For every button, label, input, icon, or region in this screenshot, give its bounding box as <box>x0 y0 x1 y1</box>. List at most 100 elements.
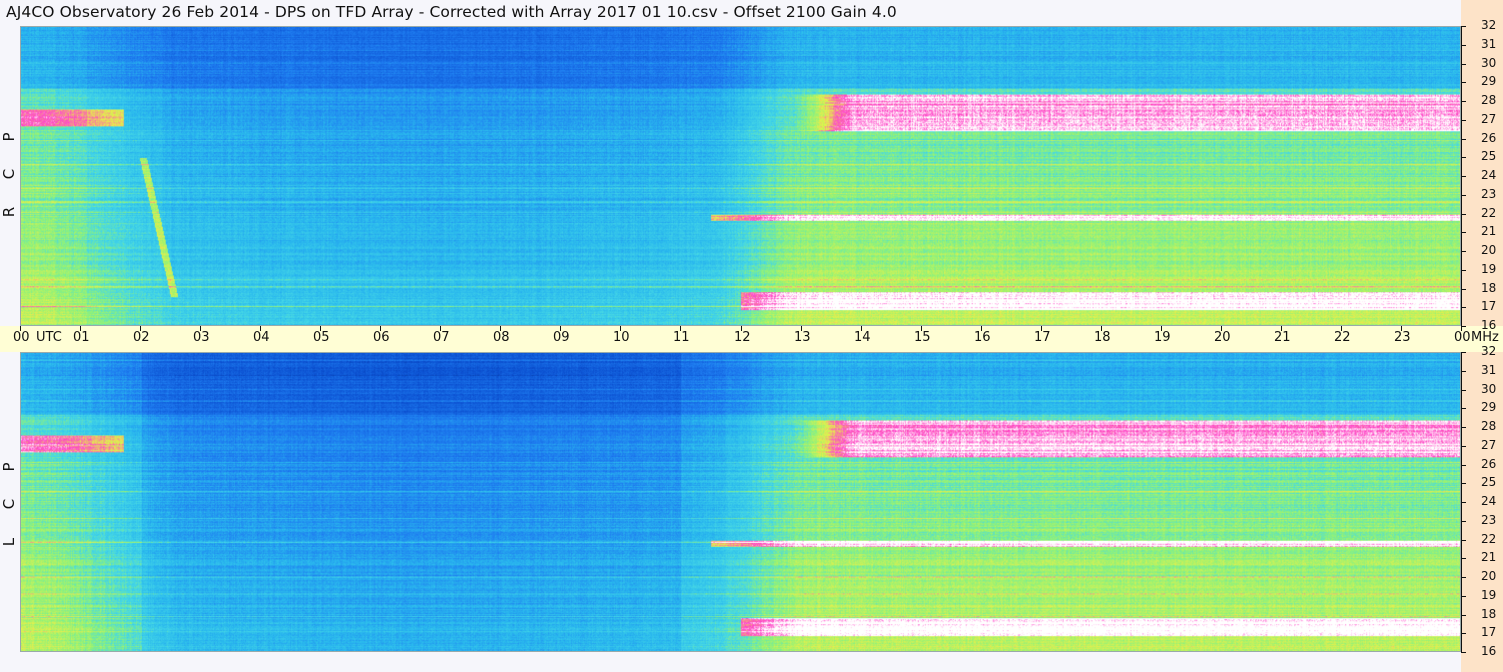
utc-tick <box>80 326 81 331</box>
mhz-tick-label: 16 <box>1481 644 1497 658</box>
utc-tick <box>380 326 381 331</box>
utc-tick-label: 00 <box>1454 330 1471 345</box>
utc-tick-label: 20 <box>1214 330 1231 345</box>
mhz-unit-label: MHz <box>1471 330 1499 345</box>
mhz-tick-label: 23 <box>1481 187 1497 201</box>
mhz-tick-label: 29 <box>1481 400 1497 414</box>
utc-tick-label: 22 <box>1334 330 1351 345</box>
utc-tick-label: 13 <box>794 330 811 345</box>
mhz-tick <box>1461 195 1466 196</box>
mhz-tick <box>1461 633 1466 634</box>
mhz-tick <box>1461 352 1466 353</box>
mhz-tick-label: 21 <box>1481 550 1497 564</box>
utc-tick <box>1401 326 1402 331</box>
mhz-tick-label: 25 <box>1481 475 1497 489</box>
mhz-tick <box>1461 596 1466 597</box>
mhz-tick-label: 21 <box>1481 224 1497 238</box>
utc-tick-label: 14 <box>854 330 871 345</box>
utc-tick-label: 04 <box>253 330 270 345</box>
mhz-tick <box>1461 251 1466 252</box>
utc-tick-label: 21 <box>1274 330 1291 345</box>
utc-tick-label: 06 <box>373 330 390 345</box>
utc-tick <box>20 326 21 331</box>
mhz-tick <box>1461 101 1466 102</box>
mhz-tick <box>1461 232 1466 233</box>
mhz-tick <box>1461 371 1466 372</box>
utc-tick-label: 12 <box>734 330 751 345</box>
utc-tick <box>560 326 561 331</box>
utc-tick <box>260 326 261 331</box>
utc-tick-label: 17 <box>1034 330 1051 345</box>
panel-label-letter: L <box>0 537 18 547</box>
utc-tick-label: 10 <box>613 330 630 345</box>
mhz-tick-label: 30 <box>1481 56 1497 70</box>
utc-tick <box>440 326 441 331</box>
utc-tick-label: 02 <box>133 330 150 345</box>
mhz-tick <box>1461 408 1466 409</box>
mhz-tick <box>1461 307 1466 308</box>
mhz-tick <box>1461 45 1466 46</box>
mhz-tick <box>1461 64 1466 65</box>
mhz-tick <box>1461 502 1466 503</box>
utc-tick <box>801 326 802 331</box>
mhz-tick-label: 32 <box>1481 18 1497 32</box>
mhz-tick <box>1461 214 1466 215</box>
mhz-tick-label: 29 <box>1481 74 1497 88</box>
utc-tick-label: 11 <box>673 330 690 345</box>
mhz-tick <box>1461 577 1466 578</box>
utc-tick <box>861 326 862 331</box>
mhz-tick <box>1461 390 1466 391</box>
utc-tick-label: 05 <box>313 330 330 345</box>
utc-tick <box>1461 326 1462 331</box>
mhz-tick-label: 17 <box>1481 299 1497 313</box>
utc-tick <box>1041 326 1042 331</box>
mhz-tick <box>1461 120 1466 121</box>
mhz-tick-label: 32 <box>1481 344 1497 358</box>
utc-tick-label: 18 <box>1094 330 1111 345</box>
mhz-tick <box>1461 289 1466 290</box>
utc-tick <box>1221 326 1222 331</box>
utc-tick <box>320 326 321 331</box>
lcp-spectrogram <box>20 352 1461 652</box>
mhz-tick <box>1461 521 1466 522</box>
mhz-tick <box>1461 326 1466 327</box>
mhz-tick-label: 18 <box>1481 281 1497 295</box>
panel-label-letter: R <box>0 206 18 218</box>
utc-tick-label: 19 <box>1154 330 1171 345</box>
mhz-tick-label: 19 <box>1481 588 1497 602</box>
mhz-tick-label: 16 <box>1481 318 1497 332</box>
utc-tick <box>620 326 621 331</box>
utc-tick <box>1281 326 1282 331</box>
utc-tick <box>680 326 681 331</box>
mhz-tick-label: 17 <box>1481 625 1497 639</box>
utc-tick-label: 03 <box>193 330 210 345</box>
mhz-tick-label: 28 <box>1481 93 1497 107</box>
utc-tick-label: 07 <box>433 330 450 345</box>
mhz-tick-label: 27 <box>1481 438 1497 452</box>
mhz-tick <box>1461 270 1466 271</box>
mhz-tick-label: 26 <box>1481 457 1497 471</box>
mhz-tick-label: 25 <box>1481 149 1497 163</box>
mhz-tick <box>1461 615 1466 616</box>
utc-tick <box>921 326 922 331</box>
utc-tick-label: 00 <box>13 330 30 345</box>
utc-tick <box>500 326 501 331</box>
mhz-tick-label: 22 <box>1481 532 1497 546</box>
mhz-tick <box>1461 176 1466 177</box>
mhz-tick-label: 28 <box>1481 419 1497 433</box>
utc-tick <box>1101 326 1102 331</box>
mhz-tick-label: 27 <box>1481 112 1497 126</box>
mhz-tick-label: 22 <box>1481 206 1497 220</box>
mhz-tick-label: 20 <box>1481 569 1497 583</box>
mhz-tick <box>1461 558 1466 559</box>
utc-tick <box>1161 326 1162 331</box>
utc-tick-label: 09 <box>553 330 570 345</box>
mhz-tick <box>1461 427 1466 428</box>
mhz-tick <box>1461 26 1466 27</box>
rcp-spectrogram <box>20 26 1461 326</box>
mhz-tick <box>1461 157 1466 158</box>
utc-tick <box>200 326 201 331</box>
utc-tick <box>1341 326 1342 331</box>
panel-label-letter: P <box>0 132 18 142</box>
mhz-tick <box>1461 483 1466 484</box>
